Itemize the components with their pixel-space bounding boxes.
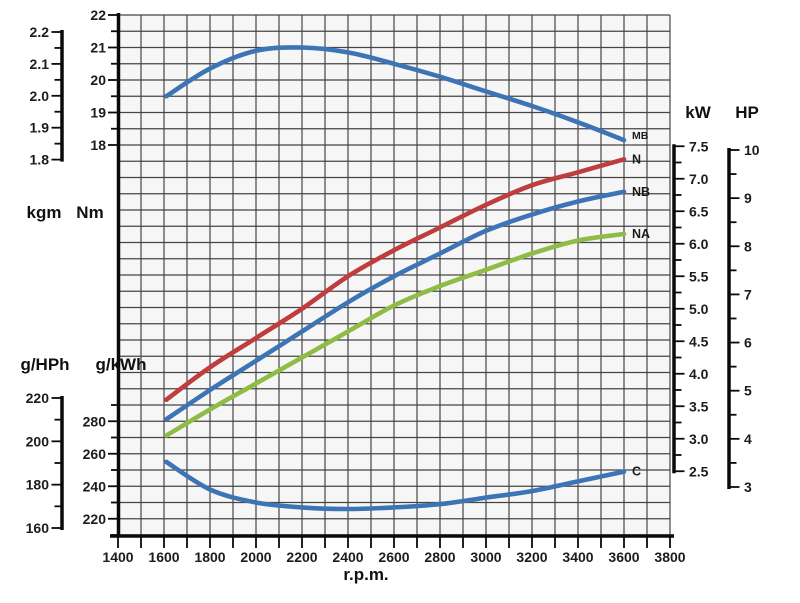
x-tick-label: 3600 <box>608 549 639 565</box>
x-tick-label: 2400 <box>332 549 363 565</box>
curve-label-NB: NB <box>632 185 650 199</box>
HP-tick-label: 7 <box>744 286 752 302</box>
Nm-tick-label: 20 <box>90 72 106 88</box>
chart-plot-area: 1400 1600 1800 2000 2200 2400 2600 2800 3000 3200… <box>26 7 760 565</box>
kW-tick-label: 7.5 <box>689 138 709 154</box>
HP-tick-label: 5 <box>744 383 752 399</box>
x-tick-label: 2800 <box>424 549 455 565</box>
kW-tick-label: 4.0 <box>689 366 709 382</box>
kgm-tick-label: 2.0 <box>30 88 50 104</box>
kW-tick-label: 6.0 <box>689 236 709 252</box>
x-tick-label: 2000 <box>240 549 271 565</box>
x-tick-label: 1600 <box>148 549 179 565</box>
gHPh-tick-label: 160 <box>26 520 50 536</box>
Nm-tick-label: 18 <box>90 137 106 153</box>
g-kwh-axis-title: g/kWh <box>96 355 147 374</box>
kw-axis-title: kW <box>685 103 711 122</box>
gkWh-tick-label: 240 <box>83 478 107 494</box>
curve-label-C: C <box>632 465 641 479</box>
x-tick-label: 3000 <box>470 549 501 565</box>
HP-tick-label: 6 <box>744 335 752 351</box>
Nm-tick-label: 19 <box>90 105 106 121</box>
curve-N <box>164 157 627 403</box>
HP-tick-label: 3 <box>744 479 752 495</box>
curve-label-MB: MB <box>632 130 649 142</box>
x-tick-label: 3400 <box>562 549 593 565</box>
x-tick-label: 2600 <box>378 549 409 565</box>
x-tick-label: 1800 <box>194 549 225 565</box>
kgm-tick-label: 1.9 <box>30 120 50 136</box>
x-tick-label: 3800 <box>654 549 685 565</box>
curve-label-N: N <box>632 152 641 166</box>
gHPh-tick-label: 200 <box>26 433 50 449</box>
gHPh-tick-label: 220 <box>26 390 50 406</box>
kgm-tick-label: 2.1 <box>30 56 50 72</box>
kW-tick-label: 5.0 <box>689 301 709 317</box>
curve-C <box>164 459 627 512</box>
curve-NB <box>164 189 627 422</box>
rpm-axis-title: r.p.m. <box>343 565 388 584</box>
x-tick-label: 2200 <box>286 549 317 565</box>
curve-label-NA: NA <box>632 227 650 241</box>
hp-axis-title: HP <box>735 103 759 122</box>
gkWh-tick-label: 220 <box>83 511 107 527</box>
gkWh-tick-label: 280 <box>83 413 107 429</box>
nm-axis-title: Nm <box>76 203 103 222</box>
curve-MB <box>164 45 627 143</box>
kW-tick-label: 3.0 <box>689 431 709 447</box>
kW-tick-label: 5.5 <box>689 268 709 284</box>
kgm-tick-label: 2.2 <box>30 24 50 40</box>
kgm-axis-title: kgm <box>27 203 62 222</box>
kW-tick-label: 6.5 <box>689 203 709 219</box>
kW-tick-label: 3.5 <box>689 398 709 414</box>
HP-tick-label: 10 <box>744 142 760 158</box>
HP-tick-label: 8 <box>744 238 752 254</box>
gHPh-tick-label: 180 <box>26 477 50 493</box>
kW-tick-label: 7.0 <box>689 171 709 187</box>
kW-tick-label: 4.5 <box>689 333 709 349</box>
x-tick-label: 1400 <box>102 549 133 565</box>
Nm-tick-label: 21 <box>90 40 106 56</box>
curve-NA <box>164 231 627 438</box>
HP-tick-label: 4 <box>744 431 752 447</box>
g-hph-axis-title: g/HPh <box>20 355 69 374</box>
kW-tick-label: 2.5 <box>689 463 709 479</box>
x-tick-label: 3200 <box>516 549 547 565</box>
HP-tick-label: 9 <box>744 190 752 206</box>
gkWh-tick-label: 260 <box>83 446 107 462</box>
kgm-tick-label: 1.8 <box>30 152 50 168</box>
Nm-tick-label: 22 <box>90 7 106 23</box>
